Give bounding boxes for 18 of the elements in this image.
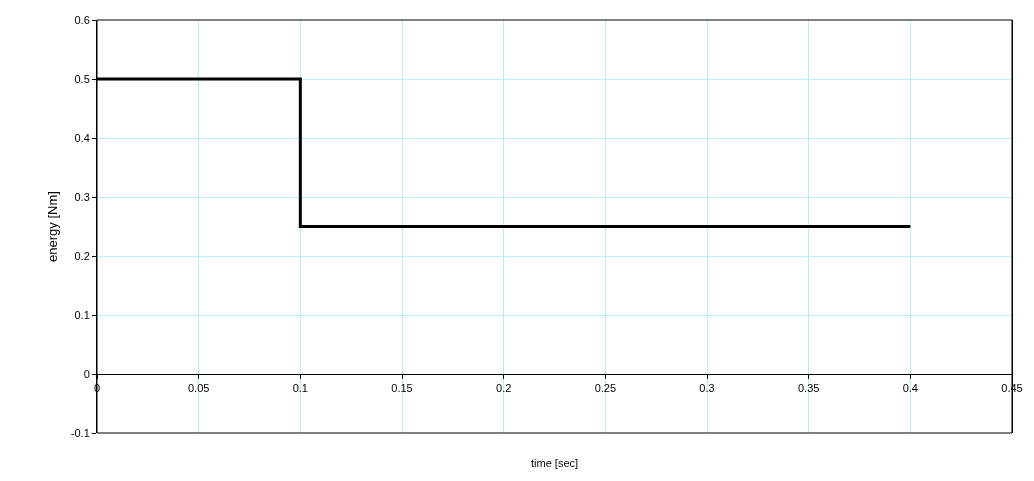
x-tick-label: 0.25 <box>594 382 617 395</box>
y-tick-label: 0.1 <box>74 308 90 321</box>
x-tick-label: 0.35 <box>797 382 820 395</box>
y-tick-label: 0.2 <box>74 249 90 262</box>
x-tick-label: 0.2 <box>496 382 512 395</box>
y-tick-label: 0.6 <box>74 13 90 26</box>
y-tick-label: 0 <box>83 367 90 380</box>
x-tick-label: 0.4 <box>902 382 918 395</box>
x-tick-label: 0.15 <box>391 382 413 395</box>
x-tick-label: 0.1 <box>292 382 308 395</box>
x-tick-label: 0.05 <box>187 382 210 395</box>
y-tick-label: 0.5 <box>74 72 90 85</box>
y-tick-label: -0.1 <box>70 426 90 439</box>
y-tick-label: 0.4 <box>74 131 90 144</box>
x-axis-title: time [sec] <box>531 457 579 469</box>
y-axis-title: energy [Nm] <box>44 191 60 262</box>
x-tick-label: 0.3 <box>699 382 715 395</box>
y-tick-label: 0.3 <box>74 190 90 203</box>
